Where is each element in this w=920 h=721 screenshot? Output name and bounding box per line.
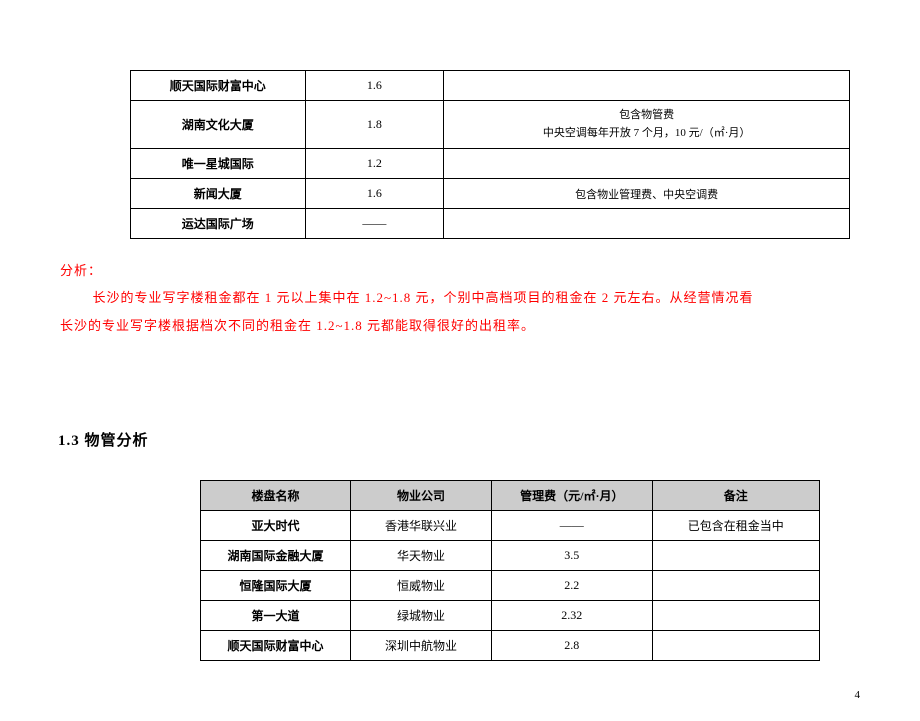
cell-value: 1.8 [305,101,444,149]
header-company: 物业公司 [350,481,491,511]
cell-name: 亚大时代 [201,511,351,541]
cell-company: 华天物业 [350,541,491,571]
document-page: 顺天国际财富中心 1.6 湖南文化大厦 1.8 包含物管费 中央空调每年开放 7… [0,70,920,721]
cell-fee: 2.32 [492,601,653,631]
analysis-block: 分析： 长沙的专业写字楼租金都在 1 元以上集中在 1.2~1.8 元，个别中高… [60,257,860,339]
cell-value: 1.6 [305,179,444,209]
table-row: 顺天国际财富中心 1.6 [131,71,850,101]
cell-fee: —— [492,511,653,541]
cell-value: 1.6 [305,71,444,101]
header-name: 楼盘名称 [201,481,351,511]
cell-value: 1.2 [305,149,444,179]
table-head: 楼盘名称 物业公司 管理费（元/㎡·月） 备注 [201,481,820,511]
cell-note [652,631,819,661]
cell-name: 顺天国际财富中心 [201,631,351,661]
cell-company: 恒威物业 [350,571,491,601]
header-note: 备注 [652,481,819,511]
cell-note [652,601,819,631]
cell-note [444,209,850,239]
analysis-label: 分析： [60,257,860,284]
cell-name: 唯一星城国际 [131,149,306,179]
cell-company: 深圳中航物业 [350,631,491,661]
table-row: 新闻大厦 1.6 包含物业管理费、中央空调费 [131,179,850,209]
analysis-line-2: 长沙的专业写字楼根据档次不同的租金在 1.2~1.8 元都能取得很好的出租率。 [60,312,860,339]
rent-table-body: 顺天国际财富中心 1.6 湖南文化大厦 1.8 包含物管费 中央空调每年开放 7… [131,71,850,239]
cell-name: 恒隆国际大厦 [201,571,351,601]
header-row: 楼盘名称 物业公司 管理费（元/㎡·月） 备注 [201,481,820,511]
cell-note: 包含物业管理费、中央空调费 [444,179,850,209]
cell-name: 运达国际广场 [131,209,306,239]
cell-name: 新闻大厦 [131,179,306,209]
table-row: 顺天国际财富中心 深圳中航物业 2.8 [201,631,820,661]
cell-name: 湖南国际金融大厦 [201,541,351,571]
header-fee: 管理费（元/㎡·月） [492,481,653,511]
table-row: 湖南文化大厦 1.8 包含物管费 中央空调每年开放 7 个月，10 元/（㎡·月… [131,101,850,149]
cell-note: 包含物管费 中央空调每年开放 7 个月，10 元/（㎡·月） [444,101,850,149]
cell-note [444,149,850,179]
cell-value: —— [305,209,444,239]
cell-note [444,71,850,101]
section-heading: 1.3 物管分析 [58,429,920,450]
table-row: 恒隆国际大厦 恒威物业 2.2 [201,571,820,601]
analysis-line-1: 长沙的专业写字楼租金都在 1 元以上集中在 1.2~1.8 元，个别中高档项目的… [60,284,860,311]
cell-note [652,541,819,571]
table-row: 唯一星城国际 1.2 [131,149,850,179]
table-row: 湖南国际金融大厦 华天物业 3.5 [201,541,820,571]
cell-name: 第一大道 [201,601,351,631]
property-mgmt-table: 楼盘名称 物业公司 管理费（元/㎡·月） 备注 亚大时代 香港华联兴业 —— 已… [200,480,820,661]
table-row: 第一大道 绿城物业 2.32 [201,601,820,631]
cell-note: 已包含在租金当中 [652,511,819,541]
cell-name: 顺天国际财富中心 [131,71,306,101]
cell-fee: 3.5 [492,541,653,571]
table-body: 亚大时代 香港华联兴业 —— 已包含在租金当中 湖南国际金融大厦 华天物业 3.… [201,511,820,661]
cell-fee: 2.2 [492,571,653,601]
table-row: 亚大时代 香港华联兴业 —— 已包含在租金当中 [201,511,820,541]
table-row: 运达国际广场 —— [131,209,850,239]
page-number: 4 [855,689,861,701]
cell-fee: 2.8 [492,631,653,661]
cell-company: 绿城物业 [350,601,491,631]
rent-table: 顺天国际财富中心 1.6 湖南文化大厦 1.8 包含物管费 中央空调每年开放 7… [130,70,850,239]
cell-note [652,571,819,601]
cell-company: 香港华联兴业 [350,511,491,541]
cell-name: 湖南文化大厦 [131,101,306,149]
